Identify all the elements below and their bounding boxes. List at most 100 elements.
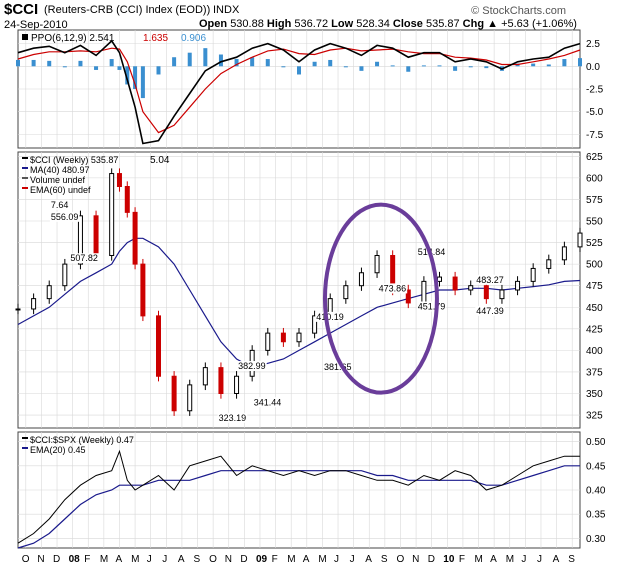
price-bar <box>515 280 521 291</box>
histogram-bar <box>406 66 411 72</box>
y-tick-label: 525 <box>586 238 603 249</box>
x-tick-label: S <box>568 554 575 565</box>
legend-entry: 1.635 <box>143 33 168 44</box>
chg-label: Chg <box>462 18 485 30</box>
price-bar <box>358 272 364 287</box>
x-tick-label: A <box>303 554 310 565</box>
ema20-line <box>17 465 580 549</box>
annotation-background <box>49 199 70 210</box>
histogram-bar <box>187 52 192 67</box>
price-bar <box>218 367 224 394</box>
x-tick-label: J <box>350 554 355 565</box>
annotation-background <box>252 397 283 408</box>
x-tick-label: M <box>475 554 483 565</box>
price-bar <box>483 285 489 300</box>
x-tick-label: N <box>225 554 232 565</box>
histogram-bar <box>297 66 301 75</box>
ppo-line <box>17 39 581 145</box>
y-tick-label: 0.40 <box>586 486 606 497</box>
histogram-bar <box>109 59 114 67</box>
open-label: Open <box>199 18 228 30</box>
price-bar <box>116 173 122 187</box>
close-label: Close <box>392 18 423 30</box>
y-tick-label: 600 <box>586 173 603 184</box>
x-tick-label: A <box>365 554 372 565</box>
y-tick-label: 550 <box>586 217 603 228</box>
ratio-line <box>17 449 580 544</box>
price-bar <box>343 285 349 300</box>
price-bar <box>530 267 536 282</box>
legend-entry: $CCI (Weekly) 535.87 <box>30 155 118 165</box>
histogram-bar <box>94 66 99 70</box>
ticker-symbol: $CCI <box>4 1 39 18</box>
price-bar <box>93 215 99 256</box>
histogram-bar <box>218 54 223 67</box>
price-annotation: 410.19 <box>316 312 344 322</box>
price-annotation: 382.99 <box>238 361 266 371</box>
price-bar <box>15 308 21 311</box>
y-tick-label: -2.5 <box>586 85 604 96</box>
histogram-bar <box>133 66 138 89</box>
annotation-background <box>323 361 353 372</box>
x-tick-label: J <box>147 554 152 565</box>
x-tick-label: D <box>428 554 435 565</box>
x-tick-label: N <box>412 554 419 565</box>
x-tick-label: J <box>334 554 339 565</box>
annotation-background <box>475 274 505 285</box>
histogram-bar <box>117 66 122 70</box>
x-tick-label: M <box>131 554 139 565</box>
price-bar <box>405 289 411 304</box>
ma40-line <box>17 237 581 369</box>
legend-swatch <box>22 187 28 189</box>
panel-frame <box>17 151 581 429</box>
price-bar <box>499 289 505 300</box>
y-tick-label: 500 <box>586 260 603 271</box>
price-bar <box>561 246 567 261</box>
legend-swatch <box>22 167 28 169</box>
price-bar <box>468 285 474 291</box>
histogram-bar <box>578 58 582 67</box>
price-bar <box>132 211 138 265</box>
histogram-bar <box>328 59 333 67</box>
price-bar <box>280 332 286 343</box>
histogram-bar <box>546 64 551 67</box>
histogram-bar <box>265 59 270 67</box>
legend-entry: 5.04 <box>150 155 170 166</box>
histogram-bar <box>156 66 161 75</box>
legend-swatch <box>22 177 28 179</box>
annotation-background <box>217 412 248 423</box>
close-value: 535.87 <box>425 18 460 30</box>
histogram-bar <box>203 48 208 67</box>
x-tick-label: D <box>240 554 247 565</box>
y-tick-label: 575 <box>586 195 603 206</box>
price-bar <box>109 173 115 256</box>
price-bar <box>124 186 130 213</box>
y-tick-label: 400 <box>586 346 603 357</box>
price-annotation: 323.19 <box>219 413 247 423</box>
price-bar <box>421 280 427 304</box>
price-bar <box>312 315 318 334</box>
date-label: 24-Sep-2010 <box>4 19 68 31</box>
low-value: 528.34 <box>356 18 390 30</box>
annotation-background <box>315 311 345 322</box>
price-bar <box>437 276 442 282</box>
y-tick-label: 0.50 <box>586 437 606 448</box>
x-tick-label: F <box>84 554 90 565</box>
x-tick-label: S <box>381 554 388 565</box>
histogram-bar <box>78 60 83 67</box>
histogram-bar <box>421 65 426 67</box>
price-bar <box>234 375 240 394</box>
x-tick-label: 09 <box>256 554 268 565</box>
y-tick-label: 375 <box>586 367 603 378</box>
y-tick-label: 425 <box>586 324 603 335</box>
legend-entry: EMA(20) 0.45 <box>30 445 86 455</box>
low-label: Low <box>331 18 354 30</box>
high-label: High <box>266 18 292 30</box>
legend-swatch <box>22 34 28 40</box>
x-tick-label: A <box>178 554 185 565</box>
y-tick-label: 450 <box>586 303 603 314</box>
histogram-bar <box>468 66 473 68</box>
histogram-bar <box>359 66 364 71</box>
brand-label: © StockCharts.com <box>471 5 566 17</box>
